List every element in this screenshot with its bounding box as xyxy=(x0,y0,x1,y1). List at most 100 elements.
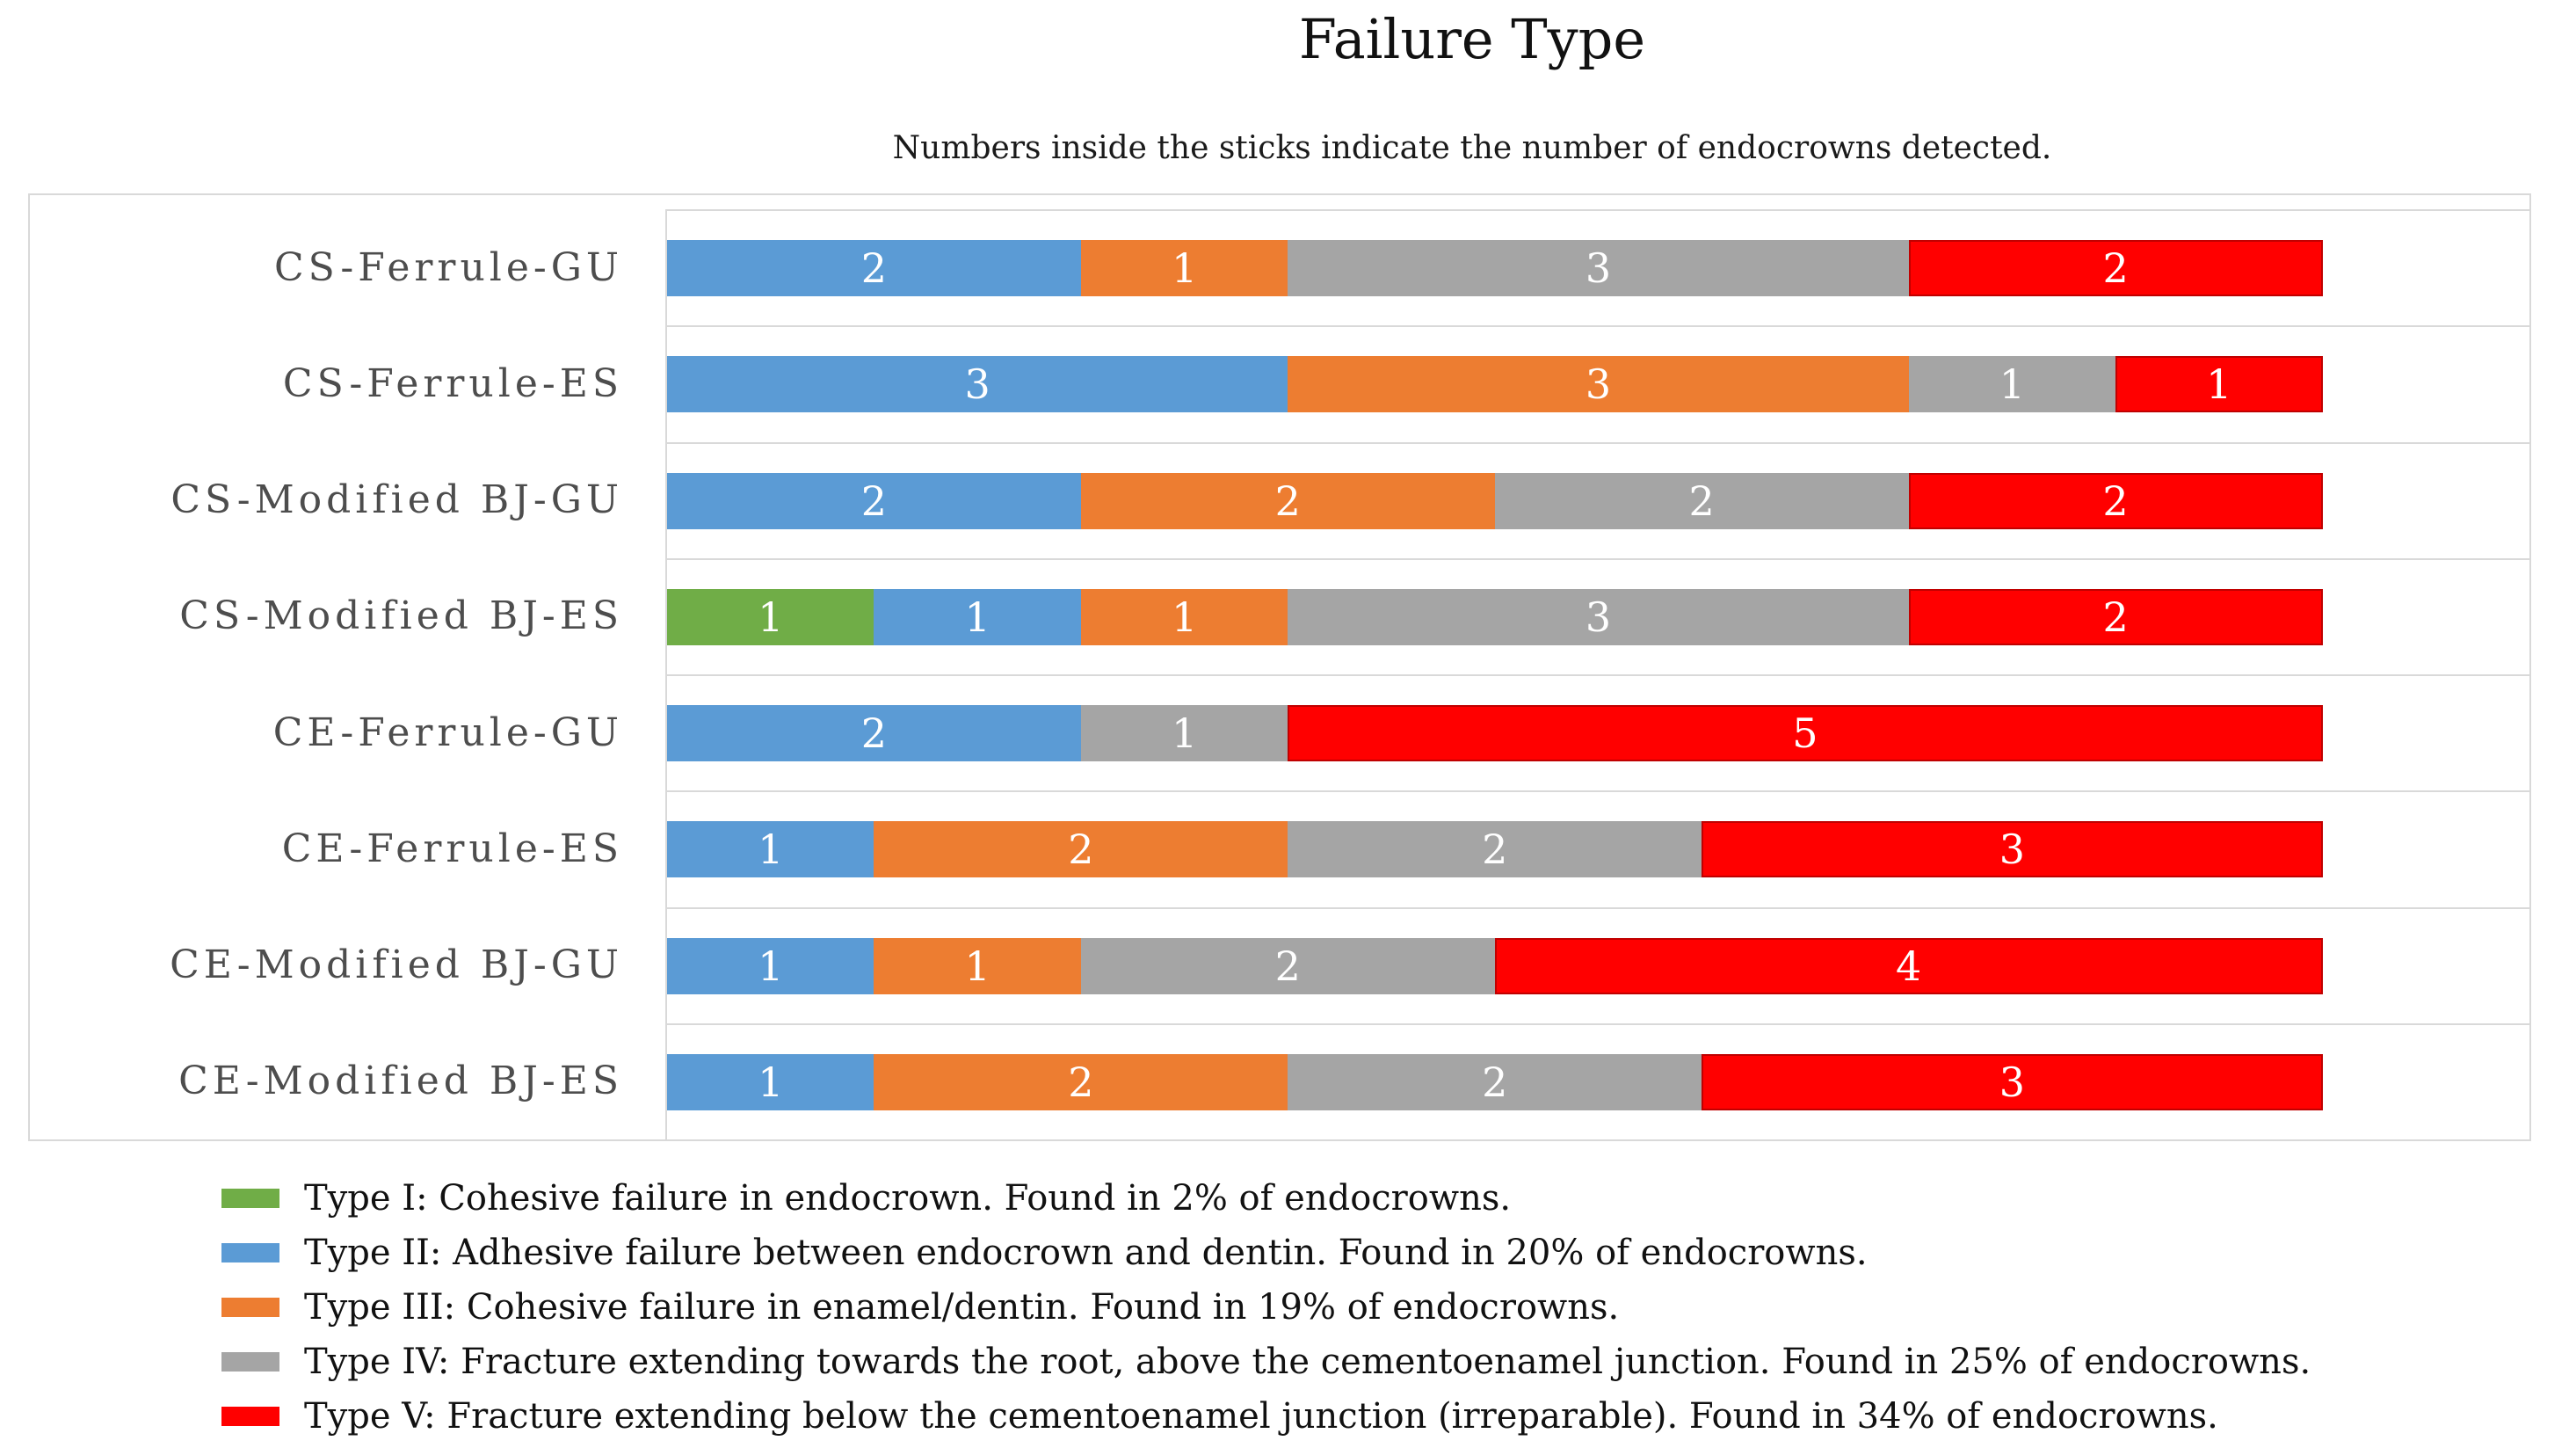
stacked-bar: 2 2 2 2 xyxy=(667,472,2323,529)
segment-value-label: 3 xyxy=(1585,593,1612,641)
segment-value-label: 3 xyxy=(1999,826,2025,874)
bar-segment-type-ii: 2 xyxy=(667,705,1081,762)
segment-value-label: 2 xyxy=(1688,477,1715,525)
category-label: CS-Modified BJ-ES xyxy=(179,593,623,639)
bar-segment-type-iii: 2 xyxy=(1080,472,1495,529)
segment-value-label: 3 xyxy=(1999,1058,2025,1106)
bar-segment-type-iv: 1 xyxy=(1080,705,1288,762)
category-label: CE-Ferrule-ES xyxy=(281,826,623,871)
plot-area: 2 1 3 2 3 3 1 1 2 2 2 2 1 1 1 3 2 2 1 5 1 2 2 3 1 1 2 4 1 2 2 3 xyxy=(665,209,2529,1139)
legend-label: Type III: Cohesive failure in enamel/den… xyxy=(304,1287,1620,1328)
legend-item: Type V: Fracture extending below the cem… xyxy=(221,1389,2311,1444)
bar-segment-type-iii: 1 xyxy=(874,937,1081,994)
stacked-bar: 1 2 2 3 xyxy=(667,821,2323,878)
bar-segment-type-iv: 2 xyxy=(1288,1053,1702,1110)
stacked-bar: 1 1 1 3 2 xyxy=(667,588,2323,645)
category-axis-labels: CS-Ferrule-GU CS-Ferrule-ES CS-Modified BJ… xyxy=(30,209,644,1139)
bar-segment-type-v: 1 xyxy=(2115,356,2323,413)
legend-item: Type IV: Fracture extending towards the … xyxy=(221,1335,2311,1389)
bar-segment-type-ii: 1 xyxy=(874,588,1081,645)
chart-area: CS-Ferrule-GU CS-Ferrule-ES CS-Modified BJ… xyxy=(28,193,2531,1141)
bar-segment-type-iii: 3 xyxy=(1288,356,1909,413)
bar-segment-type-iv: 2 xyxy=(1288,821,1702,878)
legend-item: Type II: Adhesive failure between endocr… xyxy=(221,1226,2311,1280)
bar-segment-type-ii: 1 xyxy=(667,937,874,994)
legend-item: Type III: Cohesive failure in enamel/den… xyxy=(221,1280,2311,1335)
stacked-bar: 1 1 2 4 xyxy=(667,937,2323,994)
segment-value-label: 1 xyxy=(758,942,784,990)
bar-segment-type-iv: 3 xyxy=(1288,240,1909,297)
legend-swatch-icon xyxy=(221,1352,279,1372)
segment-value-label: 1 xyxy=(758,593,784,641)
chart-title: Failure Type xyxy=(1298,7,1646,71)
segment-value-label: 1 xyxy=(1171,709,1198,758)
bar-segment-type-iv: 2 xyxy=(1080,937,1495,994)
legend-swatch-icon xyxy=(221,1189,279,1208)
bar-segment-type-iii: 1 xyxy=(1080,588,1288,645)
category-label: CE-Modified BJ-GU xyxy=(170,942,623,988)
plot-row: 2 1 5 xyxy=(667,676,2529,793)
bar-segment-type-iii: 2 xyxy=(874,1053,1288,1110)
bar-segment-type-ii: 2 xyxy=(667,472,1081,529)
bar-segment-type-iii: 2 xyxy=(874,821,1288,878)
segment-value-label: 2 xyxy=(860,709,888,758)
segment-value-label: 2 xyxy=(1068,1058,1094,1106)
title-wrap: Failure Type xyxy=(615,5,2329,74)
segment-value-label: 2 xyxy=(1482,826,1508,874)
stacked-bar: 2 1 5 xyxy=(667,705,2323,762)
segment-value-label: 3 xyxy=(964,360,990,409)
plot-row: 2 2 2 2 xyxy=(667,444,2529,560)
bar-segment-type-v: 2 xyxy=(1908,240,2323,297)
segment-value-label: 2 xyxy=(2102,244,2129,293)
bar-segment-type-ii: 1 xyxy=(667,1053,874,1110)
segment-value-label: 1 xyxy=(1171,593,1198,641)
bar-segment-type-v: 2 xyxy=(1908,472,2323,529)
category-label: CE-Ferrule-GU xyxy=(272,709,623,755)
legend-label: Type II: Adhesive failure between endocr… xyxy=(304,1233,1868,1273)
plot-row: 1 1 1 3 2 xyxy=(667,560,2529,676)
bar-segment-type-ii: 2 xyxy=(667,240,1081,297)
legend-label: Type IV: Fracture extending towards the … xyxy=(304,1342,2311,1382)
plot-row: 1 1 2 4 xyxy=(667,909,2529,1025)
stacked-bar: 2 1 3 2 xyxy=(667,240,2323,297)
segment-value-label: 1 xyxy=(758,826,784,874)
segment-value-label: 1 xyxy=(2206,360,2232,409)
bar-segment-type-v: 3 xyxy=(1702,821,2323,878)
segment-value-label: 1 xyxy=(964,942,990,990)
legend-swatch-icon xyxy=(221,1407,279,1426)
segment-value-label: 2 xyxy=(860,244,888,293)
plot-row: 1 2 2 3 xyxy=(667,1025,2529,1139)
segment-value-label: 1 xyxy=(1999,360,2026,409)
stacked-bar: 3 3 1 1 xyxy=(667,356,2323,413)
category-label: CS-Modified BJ-GU xyxy=(171,477,623,523)
segment-value-label: 3 xyxy=(1585,244,1612,293)
segment-value-label: 2 xyxy=(1068,826,1094,874)
bar-segment-type-ii: 3 xyxy=(667,356,1288,413)
segment-value-label: 5 xyxy=(1792,709,1818,758)
stacked-bar: 1 2 2 3 xyxy=(667,1053,2323,1110)
segment-value-label: 2 xyxy=(1482,1058,1508,1106)
segment-value-label: 2 xyxy=(1274,942,1301,990)
segment-value-label: 2 xyxy=(2102,477,2129,525)
plot-row: 3 3 1 1 xyxy=(667,327,2529,444)
bar-segment-type-v: 2 xyxy=(1908,588,2323,645)
segment-value-label: 2 xyxy=(1274,477,1301,525)
legend-label: Type I: Cohesive failure in endocrown. F… xyxy=(304,1178,1512,1219)
plot-row: 1 2 2 3 xyxy=(667,792,2529,909)
bar-segment-type-iv: 1 xyxy=(1908,356,2116,413)
legend: Type I: Cohesive failure in endocrown. F… xyxy=(221,1171,2311,1444)
plot-row: 2 1 3 2 xyxy=(667,211,2529,328)
segment-value-label: 1 xyxy=(964,593,990,641)
bar-segment-type-iv: 2 xyxy=(1494,472,1909,529)
legend-swatch-icon xyxy=(221,1243,279,1262)
legend-swatch-icon xyxy=(221,1298,279,1317)
segment-value-label: 2 xyxy=(2102,593,2129,641)
legend-label: Type V: Fracture extending below the cem… xyxy=(304,1396,2218,1437)
bar-segment-type-v: 3 xyxy=(1702,1053,2323,1110)
legend-item: Type I: Cohesive failure in endocrown. F… xyxy=(221,1171,2311,1226)
segment-value-label: 3 xyxy=(1585,360,1612,409)
category-label: CS-Ferrule-GU xyxy=(273,244,623,290)
bar-segment-type-v: 5 xyxy=(1288,705,2323,762)
bar-segment-type-i: 1 xyxy=(667,588,874,645)
bar-segment-type-iii: 1 xyxy=(1080,240,1288,297)
